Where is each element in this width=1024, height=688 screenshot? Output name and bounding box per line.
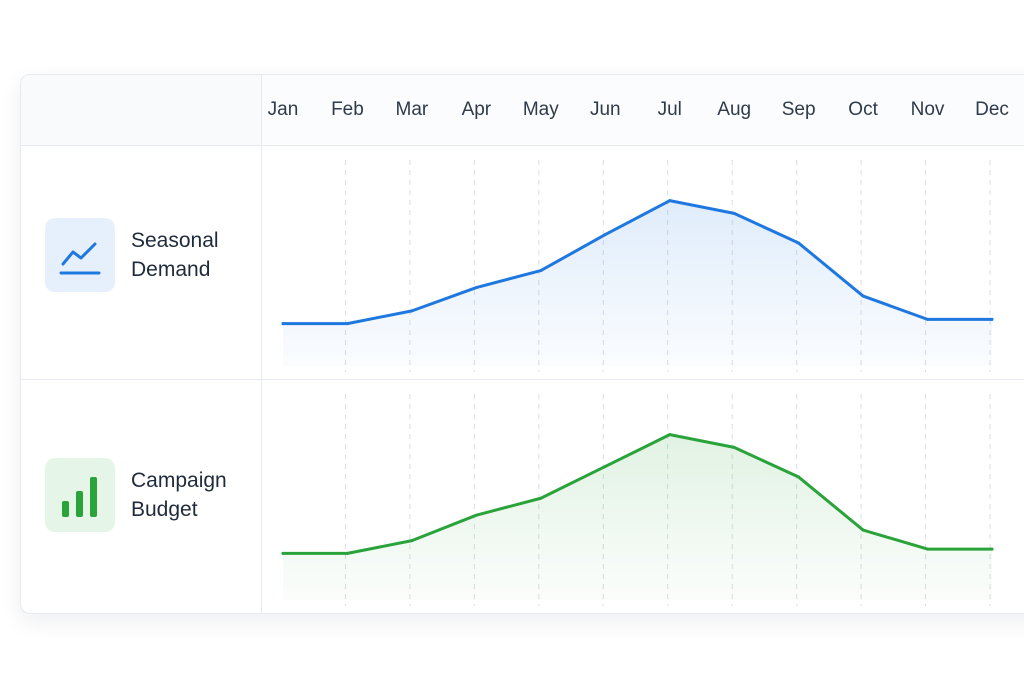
data-point-oct bbox=[861, 528, 865, 532]
data-point-jul bbox=[668, 433, 672, 437]
series-label-seasonal-demand: Seasonal Demand bbox=[131, 226, 219, 284]
data-point-jan bbox=[281, 551, 285, 555]
data-point-jan bbox=[281, 322, 285, 326]
month-label-dec: Dec bbox=[975, 99, 1009, 120]
row-campaign-budget: Campaign Budget bbox=[21, 380, 1024, 613]
month-label-oct: Oct bbox=[848, 99, 878, 120]
month-label-apr: Apr bbox=[461, 99, 492, 120]
month-label-jun: Jun bbox=[589, 99, 621, 120]
row-seasonal-demand: Seasonal Demand bbox=[21, 146, 1024, 380]
series-label-line: Demand bbox=[131, 258, 211, 281]
series-label-line: Budget bbox=[131, 498, 198, 521]
month-label-jan: Jan bbox=[267, 99, 299, 120]
plot-campaign-budget bbox=[261, 380, 1024, 613]
data-point-feb bbox=[345, 551, 349, 555]
bar-chart-icon bbox=[45, 458, 115, 532]
month-label-mar: Mar bbox=[395, 99, 429, 120]
data-point-may bbox=[539, 269, 543, 273]
data-point-dec bbox=[990, 547, 994, 551]
month-label-nov: Nov bbox=[910, 99, 945, 120]
month-label-may: May bbox=[522, 99, 559, 120]
data-point-nov bbox=[926, 317, 930, 321]
series-label-line: Seasonal bbox=[131, 229, 219, 252]
data-point-jul bbox=[668, 199, 672, 203]
data-point-dec bbox=[990, 317, 994, 321]
series-line-0 bbox=[281, 199, 994, 326]
data-point-apr bbox=[474, 513, 478, 517]
data-point-jun bbox=[603, 464, 607, 468]
row-label-seasonal-demand: Seasonal Demand bbox=[21, 146, 262, 379]
series-label-line: Campaign bbox=[131, 469, 227, 492]
data-point-sep bbox=[797, 241, 801, 245]
series-area-1 bbox=[283, 434, 992, 600]
month-label-sep: Sep bbox=[781, 99, 816, 120]
month-label-feb: Feb bbox=[331, 99, 364, 120]
trend-line-icon bbox=[45, 218, 115, 292]
data-point-sep bbox=[797, 475, 801, 479]
data-point-nov bbox=[926, 547, 930, 551]
data-point-aug bbox=[732, 211, 736, 215]
plot-seasonal-demand bbox=[261, 146, 1024, 379]
data-point-jun bbox=[603, 233, 607, 237]
series-area-0 bbox=[283, 200, 992, 366]
row-label-campaign-budget: Campaign Budget bbox=[21, 380, 262, 613]
month-label-jul: Jul bbox=[657, 99, 682, 120]
data-point-oct bbox=[861, 294, 865, 298]
series-label-campaign-budget: Campaign Budget bbox=[131, 466, 227, 524]
header-corner bbox=[21, 75, 262, 145]
data-point-mar bbox=[410, 309, 414, 313]
data-point-may bbox=[539, 496, 543, 500]
chart-card: Jan Feb Mar Apr May Jun Jul Aug Sep Oct Nov Dec Sea… bbox=[20, 74, 1024, 614]
data-point-aug bbox=[732, 445, 736, 449]
month-label-aug: Aug bbox=[717, 99, 752, 120]
data-point-apr bbox=[474, 286, 478, 290]
month-header: Jan Feb Mar Apr May Jun Jul Aug Sep Oct Nov Dec bbox=[21, 75, 1024, 146]
series-line-1 bbox=[281, 433, 994, 555]
data-point-feb bbox=[345, 322, 349, 326]
data-point-mar bbox=[410, 539, 414, 543]
